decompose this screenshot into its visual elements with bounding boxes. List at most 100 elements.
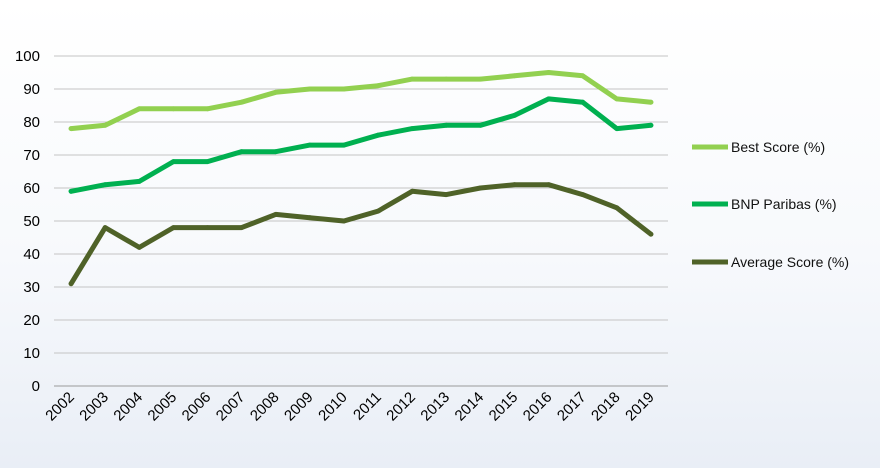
x-tick-label: 2010	[315, 389, 351, 425]
data-point	[648, 122, 654, 128]
data-point	[409, 188, 415, 194]
data-point	[648, 99, 654, 105]
y-tick-label: 70	[23, 147, 40, 164]
data-point	[477, 122, 483, 128]
data-point	[273, 89, 279, 95]
data-point	[546, 70, 552, 75]
data-point	[102, 122, 108, 128]
legend-label: Best Score (%)	[731, 139, 825, 155]
data-point	[512, 73, 517, 79]
y-tick-label: 30	[23, 279, 40, 296]
legend: Best Score (%) BNP Paribas (%) Average Sco…	[692, 139, 849, 270]
legend-item: Average Score (%)	[692, 254, 849, 270]
series-1	[68, 96, 654, 194]
x-tick-label: 2003	[76, 389, 112, 425]
y-tick-label: 80	[23, 114, 40, 131]
data-point	[102, 225, 108, 231]
x-tick-label: 2015	[486, 389, 522, 425]
y-tick-label: 10	[23, 345, 40, 362]
data-point	[273, 212, 279, 217]
x-tick-label: 2013	[417, 389, 453, 425]
data-point	[239, 225, 245, 231]
data-point	[477, 185, 483, 191]
series-line	[68, 70, 654, 132]
y-axis-tick-labels: 0 10 20 30 40 50 60 70 80 90 100	[15, 48, 40, 395]
data-point	[136, 106, 142, 112]
data-point	[546, 96, 552, 102]
x-tick-label: 2012	[383, 389, 419, 425]
y-tick-label: 90	[23, 81, 40, 98]
y-tick-label: 100	[15, 48, 40, 65]
legend-label: BNP Paribas (%)	[731, 196, 837, 212]
data-point	[170, 159, 176, 165]
data-point	[443, 192, 449, 198]
data-point	[68, 281, 74, 287]
data-point	[614, 205, 620, 211]
data-point	[512, 113, 517, 118]
data-point	[375, 208, 381, 214]
series-0	[68, 70, 654, 132]
data-point	[170, 106, 176, 112]
data-point	[68, 126, 74, 131]
data-point	[205, 159, 210, 165]
data-point	[546, 182, 552, 188]
data-point	[580, 192, 586, 198]
data-point	[375, 83, 381, 89]
data-point	[580, 99, 586, 105]
data-point	[170, 225, 176, 231]
data-point	[239, 149, 245, 155]
legend-label: Average Score (%)	[731, 254, 849, 270]
x-tick-label: 2008	[247, 389, 283, 425]
data-point	[409, 76, 415, 82]
x-tick-label: 2006	[179, 389, 215, 425]
series-2	[68, 182, 654, 287]
y-tick-label: 20	[23, 312, 40, 329]
data-point	[614, 96, 620, 102]
data-point	[477, 76, 483, 82]
data-point	[409, 126, 415, 131]
data-point	[341, 218, 347, 224]
legend-item: Best Score (%)	[692, 139, 825, 155]
x-tick-label: 2019	[622, 389, 658, 425]
data-point	[375, 132, 381, 138]
series-line	[68, 182, 654, 287]
x-tick-label: 2014	[452, 389, 488, 425]
x-tick-label: 2005	[145, 389, 181, 425]
data-point	[512, 182, 517, 188]
x-tick-label: 2011	[350, 389, 385, 424]
series-lines	[68, 70, 654, 287]
data-point	[68, 188, 74, 194]
data-point	[239, 99, 245, 105]
y-tick-label: 40	[23, 246, 40, 263]
x-tick-label: 2004	[110, 389, 146, 425]
data-point	[307, 142, 313, 148]
series-line	[68, 96, 654, 194]
y-tick-label: 60	[23, 180, 40, 197]
data-point	[273, 149, 279, 155]
data-point	[307, 86, 313, 92]
data-point	[443, 122, 449, 128]
gridlines	[54, 55, 668, 387]
x-tick-label: 2018	[588, 389, 624, 425]
data-point	[205, 225, 210, 231]
x-tick-label: 2007	[213, 389, 249, 425]
y-tick-label: 50	[23, 213, 40, 230]
y-tick-label: 0	[32, 378, 40, 395]
x-tick-label: 2017	[554, 389, 590, 425]
data-point	[136, 245, 142, 250]
data-point	[580, 73, 586, 79]
x-tick-label: 2016	[520, 389, 556, 425]
data-point	[648, 231, 654, 237]
x-tick-label: 2002	[42, 389, 78, 425]
data-point	[443, 76, 449, 82]
legend-item: BNP Paribas (%)	[692, 196, 837, 212]
data-point	[341, 142, 347, 148]
data-point	[614, 126, 620, 131]
data-point	[136, 179, 142, 184]
x-tick-label: 2009	[281, 389, 317, 425]
data-point	[102, 182, 108, 188]
data-point	[341, 86, 347, 92]
